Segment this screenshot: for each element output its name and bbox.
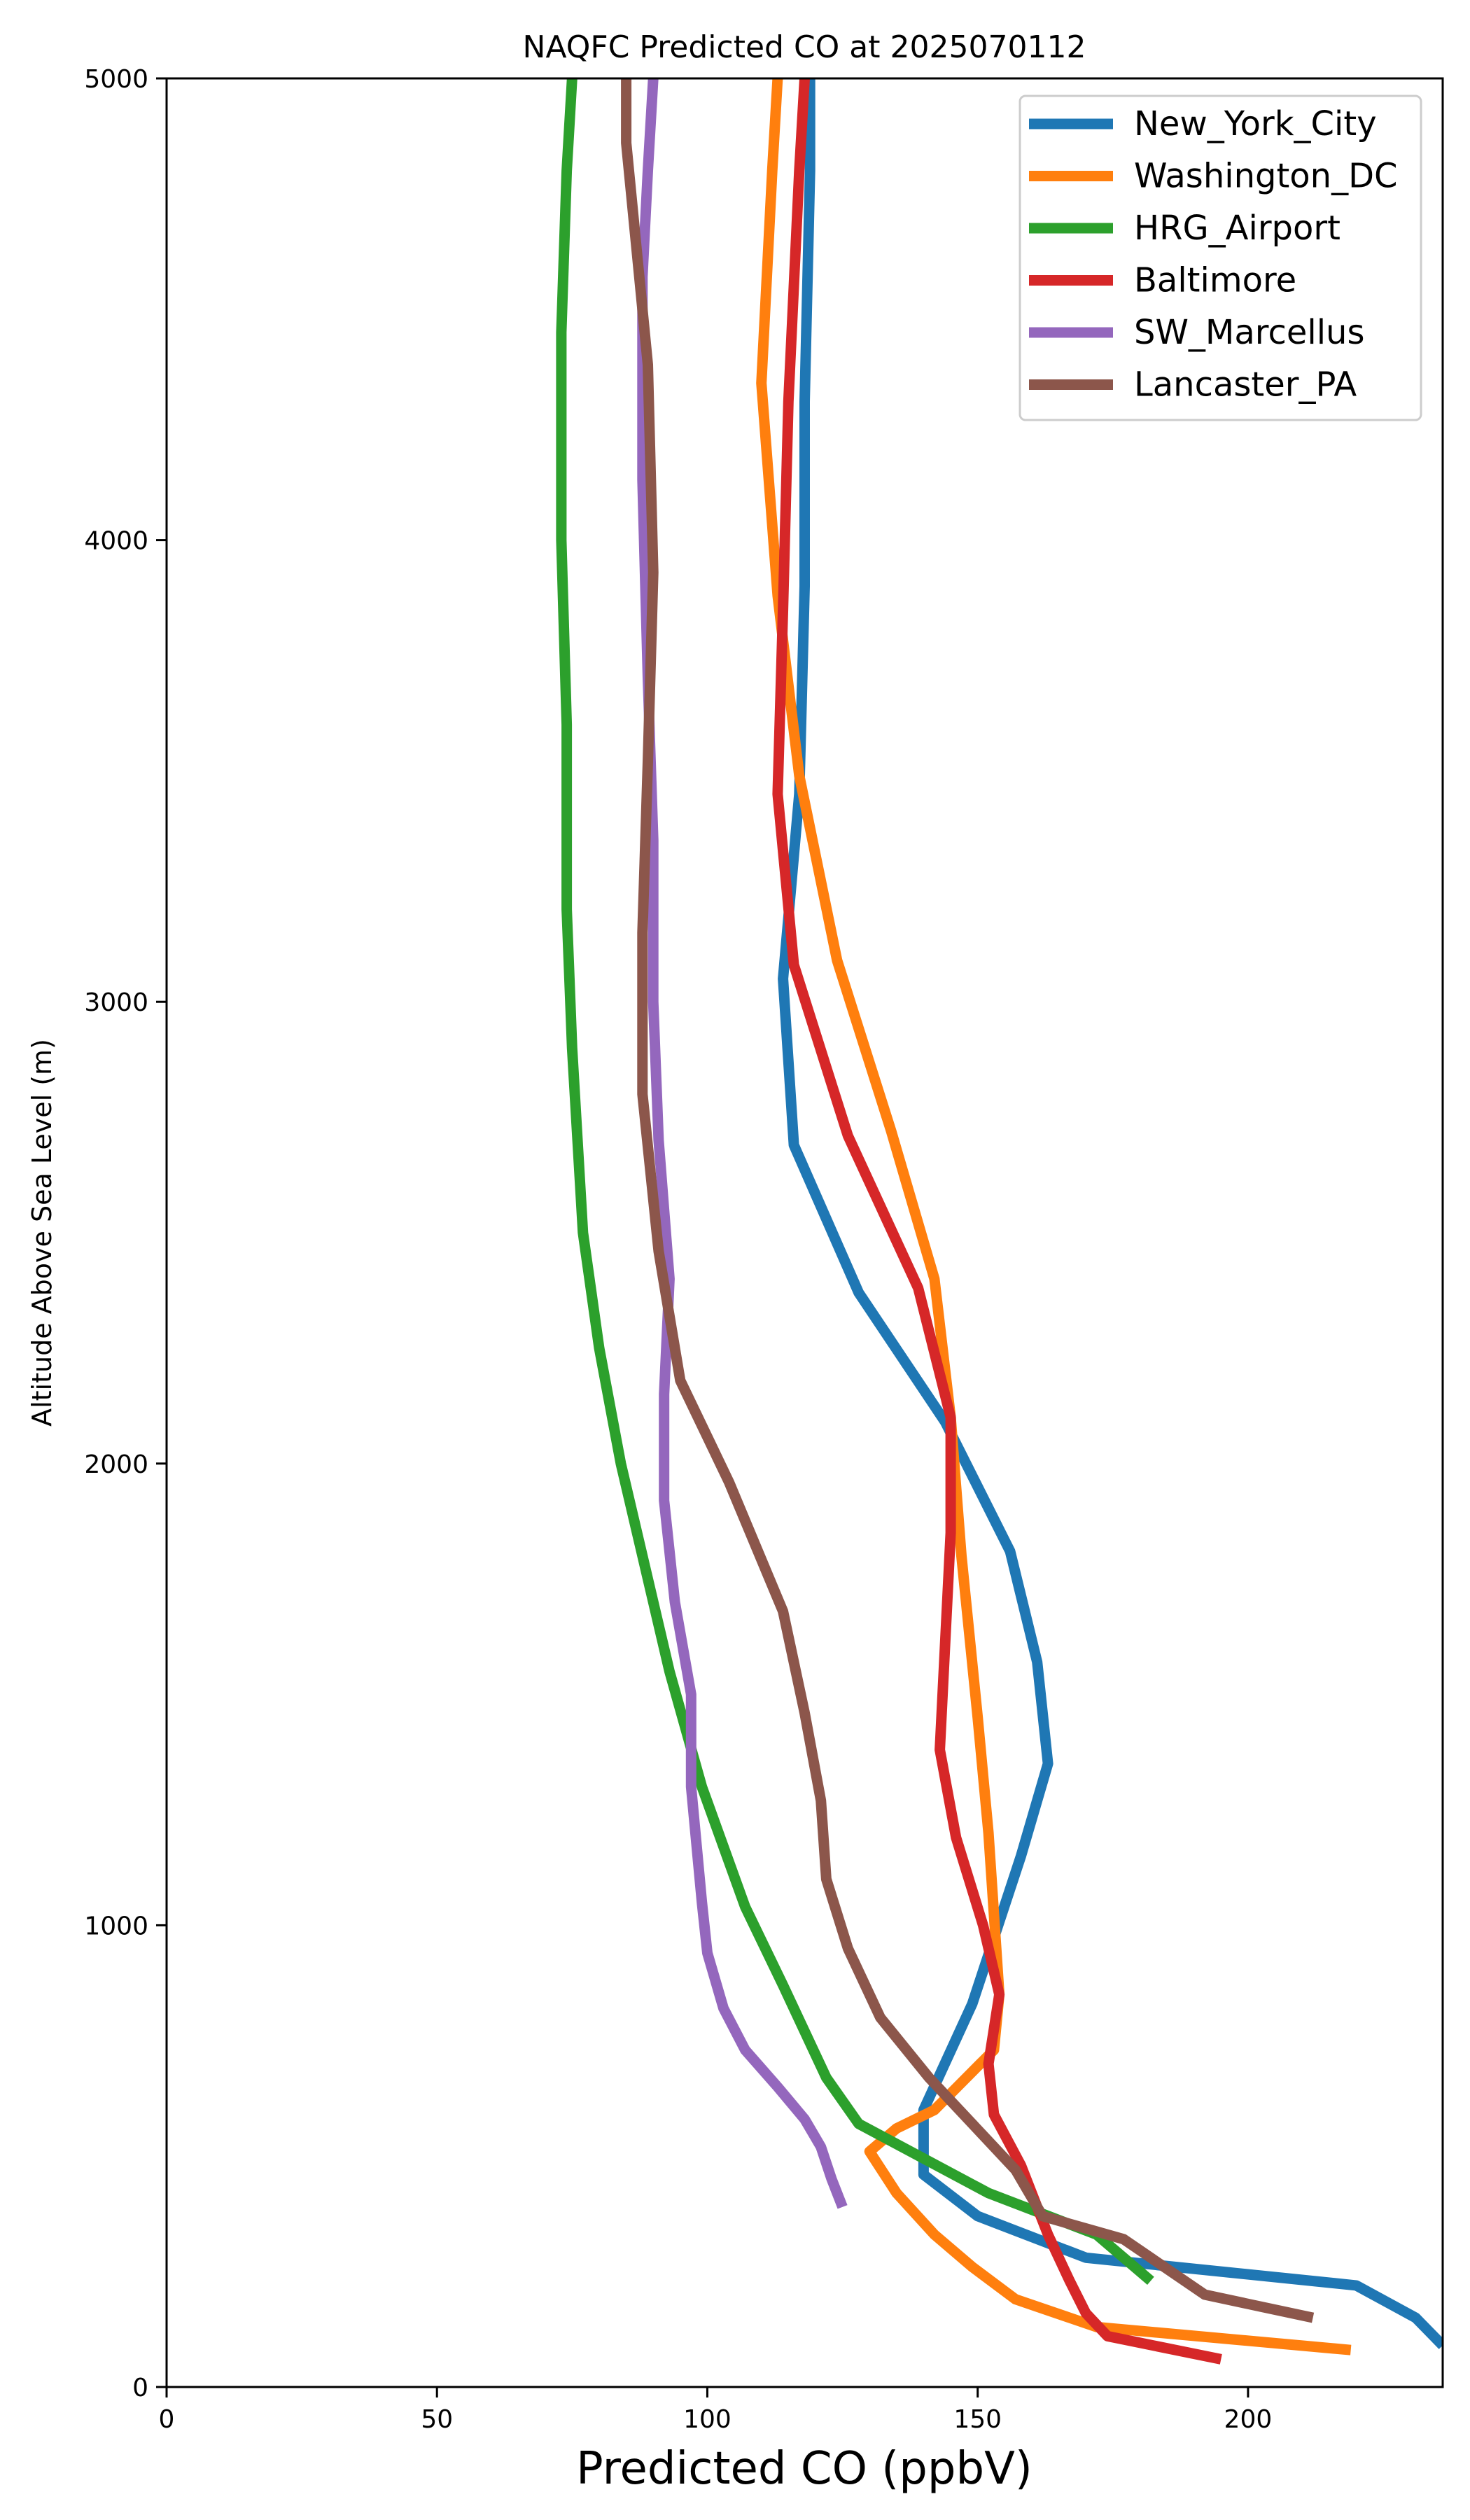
legend-label: SW_Marcellus [1134, 313, 1364, 352]
series-line-hrg-airport [556, 78, 1154, 2286]
x-axis: 0 50 100 150 200 [159, 2387, 1273, 2434]
y-tick-label: 5000 [84, 65, 148, 94]
series-line-sw-marcellus [637, 78, 848, 2209]
x-tick-label: 0 [159, 2405, 175, 2434]
x-tick-label: 200 [1224, 2405, 1273, 2434]
y-axis-label: Altitude Above Sea Level (m) [27, 1039, 57, 1427]
legend-label: Baltimore [1134, 261, 1296, 300]
legend: New_York_City Washington_DC HRG_Airport Bal… [1018, 94, 1422, 421]
y-tick-label: 1000 [84, 1912, 148, 1940]
series-line-baltimore [772, 78, 1222, 2365]
x-tick-label: 100 [683, 2405, 732, 2434]
y-tick-label: 4000 [84, 527, 148, 556]
y-tick-label: 0 [132, 2374, 148, 2402]
series-line-lancaster-pa [621, 78, 1315, 2323]
y-axis: 0 1000 2000 3000 4000 5000 [84, 65, 167, 2402]
x-tick-label: 150 [953, 2405, 1002, 2434]
legend-box [1018, 94, 1422, 421]
series-line-washington-dc [756, 78, 1352, 2356]
series-layer [556, 78, 1443, 2365]
legend-label: New_York_City [1134, 104, 1377, 144]
y-tick-label: 3000 [84, 988, 148, 1017]
legend-label: Lancaster_PA [1134, 365, 1357, 405]
y-tick-label: 2000 [84, 1450, 148, 1479]
x-tick-label: 50 [421, 2405, 453, 2434]
legend-label: Washington_DC [1134, 157, 1398, 196]
legend-label: HRG_Airport [1134, 209, 1340, 248]
plot-frame [165, 77, 1444, 2388]
chart-title: NAQFC Predicted CO at 2025070112 [523, 29, 1086, 65]
x-axis-label: Predicted CO (ppbV) [576, 2443, 1032, 2495]
